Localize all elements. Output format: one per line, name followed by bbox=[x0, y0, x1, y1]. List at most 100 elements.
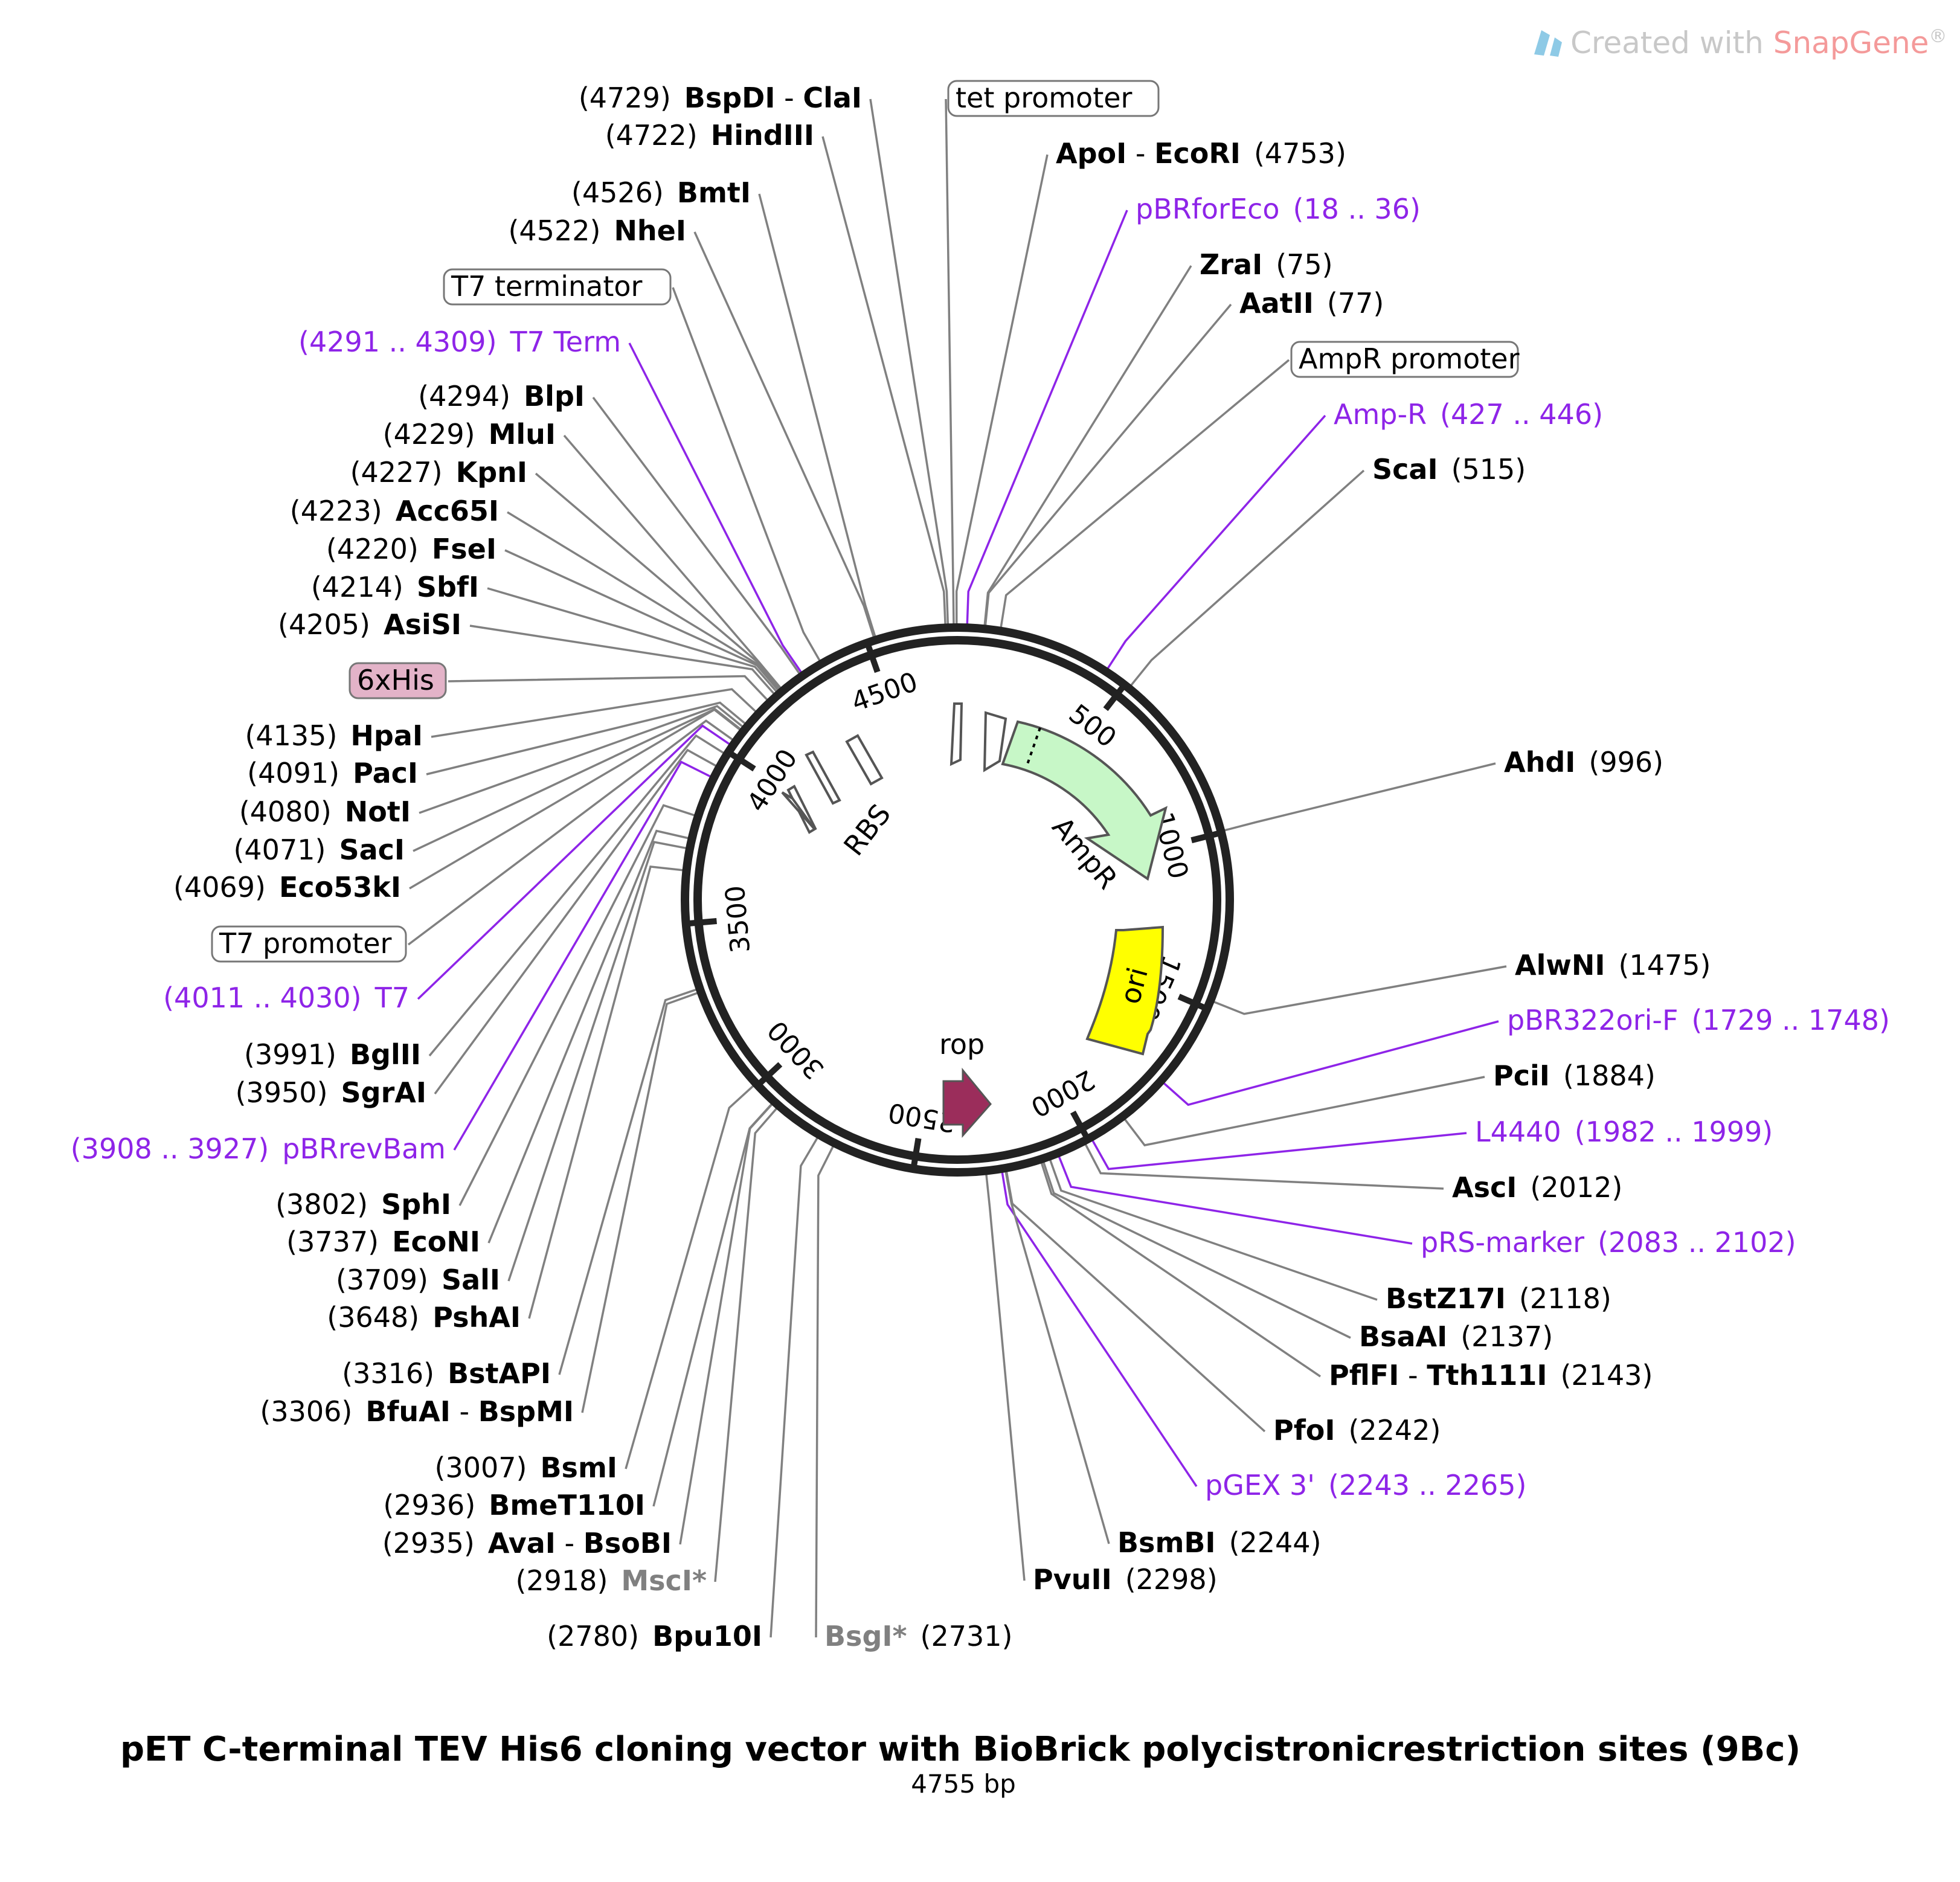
leader-line bbox=[821, 136, 946, 625]
tick-mark bbox=[1103, 682, 1127, 711]
enzyme-site-label: AlwNI (1475) bbox=[1515, 949, 1711, 981]
primer-label: pBR322ori-F (1729 .. 1748) bbox=[1507, 1004, 1890, 1036]
primer-label: L4440 (1982 .. 1999) bbox=[1475, 1116, 1773, 1148]
label-pos: (4753) bbox=[1254, 137, 1346, 170]
leader-line bbox=[1058, 1156, 1413, 1245]
enzyme-site-label: (4071) SacI bbox=[233, 833, 405, 866]
label-name: MluI bbox=[489, 418, 556, 451]
label-pos: (1729 .. 1748) bbox=[1691, 1004, 1890, 1036]
label-pos: (4729) bbox=[579, 82, 671, 114]
leader-line bbox=[758, 193, 876, 637]
label-pos: (4011 .. 4030) bbox=[163, 981, 362, 1014]
label-sep: - bbox=[451, 1395, 478, 1428]
feature-name: T7 terminator bbox=[451, 270, 643, 303]
enzyme-site-label: (4227) KpnI bbox=[350, 456, 527, 489]
label-pos: (3802) bbox=[275, 1188, 368, 1221]
leader-line bbox=[1043, 1161, 1351, 1339]
label-name: KpnI bbox=[456, 456, 527, 489]
enzyme-site-label: (4722) HindIII bbox=[605, 119, 814, 152]
label-name: Acc65I bbox=[396, 495, 499, 527]
label-name: L4440 bbox=[1475, 1116, 1561, 1148]
label-sep: - bbox=[556, 1527, 583, 1559]
label-pos: (2731) bbox=[921, 1620, 1013, 1652]
leader-line bbox=[487, 829, 689, 1244]
leader-line bbox=[1213, 965, 1507, 1015]
enzyme-site-label: PvuII (2298) bbox=[1033, 1563, 1218, 1596]
leader-line bbox=[1107, 414, 1326, 669]
leader-line bbox=[434, 748, 717, 1095]
label-name2: BsoBI bbox=[583, 1527, 672, 1559]
leader-line bbox=[558, 988, 697, 1375]
label-text: PfoI (2242) bbox=[1273, 1414, 1441, 1447]
label-text: pGEX 3' (2243 .. 2265) bbox=[1205, 1469, 1526, 1501]
leader-line bbox=[985, 1174, 1026, 1581]
label-name: Bpu10I bbox=[652, 1620, 762, 1652]
enzyme-site-label: (2918) MscI* bbox=[515, 1564, 707, 1597]
label-text: L4440 (1982 .. 1999) bbox=[1475, 1116, 1773, 1148]
leader-line bbox=[1040, 1162, 1321, 1378]
label-pos: (77) bbox=[1327, 287, 1384, 320]
enzyme-site-label: AatII (77) bbox=[1239, 287, 1384, 320]
label-text: pBR322ori-F (1729 .. 1748) bbox=[1507, 1004, 1890, 1036]
enzyme-site-label: ApoI - EcoRI (4753) bbox=[1056, 137, 1346, 170]
map-title: pET C-terminal TEV His6 cloning vector w… bbox=[120, 1730, 1801, 1769]
label-pos: (75) bbox=[1276, 248, 1332, 281]
label-text: (4080) NotI bbox=[239, 795, 411, 828]
label-name: pRS-marker bbox=[1421, 1226, 1584, 1259]
enzyme-site-label: AscI (2012) bbox=[1452, 1171, 1622, 1204]
tick-mark bbox=[910, 1137, 922, 1169]
enzyme-site-label: (4294) BlpI bbox=[418, 380, 585, 413]
label-text: (4091) PacI bbox=[247, 757, 418, 789]
label-text: AscI (2012) bbox=[1452, 1171, 1622, 1204]
labels: (4729) BspDI - ClaI (4722) HindIII (4526) Bmt… bbox=[71, 80, 1890, 1652]
label-name: SalI bbox=[442, 1264, 500, 1296]
enzyme-site-label: BsaAI (2137) bbox=[1359, 1320, 1553, 1353]
label-sep: - bbox=[1126, 137, 1154, 170]
label-pos: (3648) bbox=[327, 1301, 419, 1334]
label-pos: (2242) bbox=[1348, 1414, 1441, 1447]
label-text: AhdI (996) bbox=[1504, 746, 1663, 779]
label-pos: (4526) bbox=[571, 176, 664, 209]
leader-line bbox=[672, 287, 821, 661]
label-text: (4526) BmtI bbox=[571, 176, 751, 209]
label-pos: (3737) bbox=[286, 1225, 379, 1258]
label-pos: (2083 .. 2102) bbox=[1598, 1226, 1796, 1259]
label-name: pBRrevBam bbox=[282, 1132, 446, 1165]
label-pos: (4091) bbox=[247, 757, 339, 789]
label-name: BmtI bbox=[677, 176, 751, 209]
primer-label: (4011 .. 4030) T7 bbox=[163, 981, 410, 1014]
label-name: Amp-R bbox=[1334, 398, 1427, 431]
tick-mark bbox=[727, 750, 756, 772]
enzyme-site-label: (2780) Bpu10I bbox=[547, 1620, 762, 1652]
leader-line bbox=[563, 434, 782, 689]
enzyme-site-label: (4223) Acc65I bbox=[290, 495, 499, 527]
ampr-signal-dotted-line bbox=[1026, 727, 1041, 766]
label-name2: Tth111I bbox=[1427, 1359, 1547, 1392]
leader-line bbox=[426, 701, 746, 776]
rop-arrow bbox=[942, 1067, 992, 1138]
feature-box bbox=[211, 925, 407, 963]
label-name: SphI bbox=[381, 1188, 451, 1221]
tick-mark bbox=[1177, 994, 1209, 1012]
tick-mark bbox=[756, 1062, 783, 1088]
leader-line bbox=[417, 724, 730, 1000]
leader-line bbox=[487, 587, 777, 693]
enzyme-site-label: (3950) SgrAI bbox=[236, 1076, 426, 1109]
label-pos: (2243 .. 2265) bbox=[1328, 1469, 1527, 1501]
tick-label: 3500 bbox=[720, 884, 757, 954]
enzyme-site-label: (2936) BmeT110I bbox=[383, 1489, 645, 1521]
ori-arrow bbox=[1085, 925, 1165, 1056]
label-name: AscI bbox=[1452, 1171, 1517, 1204]
label-name: pBRforEco bbox=[1136, 193, 1279, 225]
label-text: PciI (1884) bbox=[1493, 1059, 1656, 1092]
leader-line bbox=[431, 688, 757, 738]
leader-line bbox=[1005, 1171, 1266, 1433]
label-name: PshAI bbox=[432, 1301, 521, 1334]
label-text: (2936) BmeT110I bbox=[383, 1489, 645, 1521]
leader-line bbox=[1000, 359, 1290, 628]
label-text: pRS-marker (2083 .. 2102) bbox=[1421, 1226, 1796, 1259]
tet-promoter-arrow bbox=[949, 702, 963, 766]
label-pos: (2780) bbox=[547, 1620, 639, 1652]
label-name: PfoI bbox=[1273, 1414, 1335, 1447]
label-text: (3737) EcoNI bbox=[286, 1225, 480, 1258]
